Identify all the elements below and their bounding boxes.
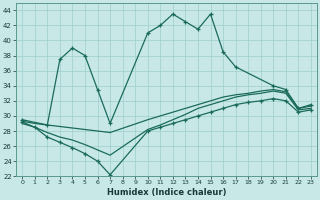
X-axis label: Humidex (Indice chaleur): Humidex (Indice chaleur) bbox=[107, 188, 226, 197]
